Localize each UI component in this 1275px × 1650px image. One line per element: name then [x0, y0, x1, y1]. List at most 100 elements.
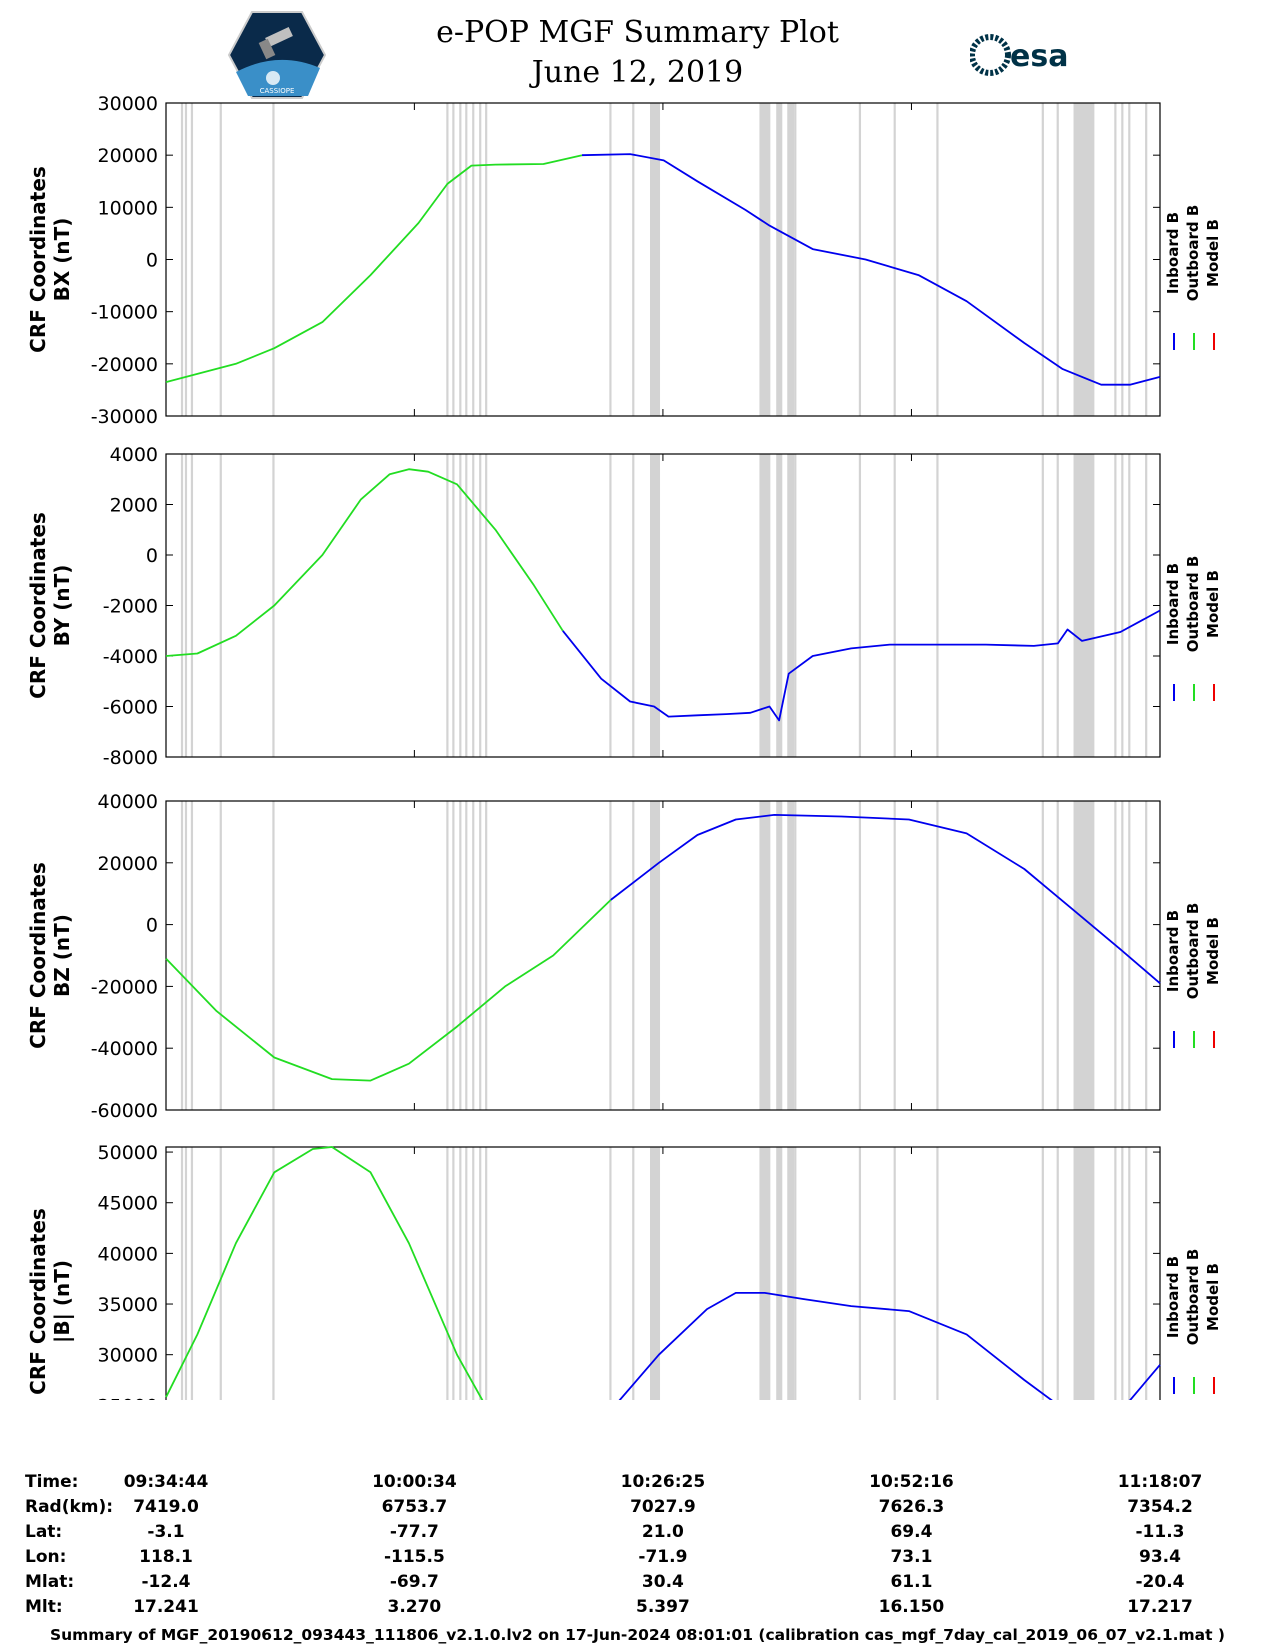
gap-band — [936, 1147, 939, 1400]
footer-row: Mlt: 17.241 3.270 5.397 16.150 17.217 — [0, 1597, 1275, 1621]
footer-row: Mlat: -12.4 -69.7 30.4 61.1 -20.4 — [0, 1572, 1275, 1596]
gap-band — [893, 103, 896, 416]
gap-band — [180, 801, 184, 1110]
gap-band — [858, 801, 862, 1110]
y-tick-label: 35000 — [98, 1294, 158, 1316]
gap-band — [936, 454, 939, 757]
footer-value: -3.1 — [147, 1522, 185, 1542]
gap-band — [650, 454, 661, 757]
footer-row: Lat: -3.1 -77.7 21.0 69.4 -11.3 — [0, 1522, 1275, 1546]
gap-band — [759, 801, 771, 1110]
gap-band — [1121, 1147, 1124, 1400]
y-tick-label: 0 — [146, 545, 158, 567]
legend-label: Outboard B — [1184, 1249, 1202, 1346]
panel-2: 4000 2000 0 -2000 -4000 -6000 -8000 CRF Coordin… — [26, 444, 1222, 769]
gap-band — [650, 103, 661, 416]
gap-band — [1114, 454, 1117, 757]
y-axis-label: BX (nT) — [50, 218, 74, 302]
y-tick-label: -6000 — [103, 697, 158, 719]
footer-value: -11.3 — [1135, 1522, 1185, 1542]
y-tick-label: 40000 — [98, 791, 158, 813]
y-tick-label: 20000 — [98, 853, 158, 875]
cassiope-logo: CASSIOPE — [228, 11, 326, 99]
y-tick-label: -4000 — [103, 646, 158, 668]
y-tick-label: -8000 — [103, 747, 158, 769]
gap-band — [472, 103, 475, 416]
gap-band — [272, 103, 275, 416]
gap-band — [787, 801, 795, 1110]
gap-band — [446, 1147, 449, 1400]
y-tick-label: 0 — [146, 915, 158, 937]
series-line-outboard-b — [165, 1146, 484, 1400]
gap-band — [485, 103, 488, 416]
axes-frame — [165, 1146, 1161, 1400]
gap-band — [609, 1147, 612, 1400]
gap-band — [1145, 103, 1148, 416]
gap-band — [1056, 1147, 1059, 1400]
footer-value: 7354.2 — [1127, 1497, 1193, 1517]
legend-label: Model B — [1204, 570, 1222, 638]
gap-band — [1073, 801, 1095, 1110]
gap-band — [632, 103, 635, 416]
gap-band — [776, 454, 783, 757]
footer-value: -77.7 — [389, 1522, 439, 1542]
gap-band — [219, 454, 222, 757]
gap-band — [632, 801, 635, 1110]
series-line-inboard-b — [562, 609, 1161, 722]
gap-band — [936, 801, 939, 1110]
gap-band — [1073, 454, 1095, 757]
gap-band — [1041, 454, 1044, 757]
gap-band — [472, 1147, 475, 1400]
y-tick-label: 30000 — [98, 93, 158, 115]
gap-band — [609, 103, 612, 416]
footer-value: 17.217 — [1127, 1597, 1193, 1617]
gap-band — [465, 801, 468, 1110]
footer-row-label: Time: — [25, 1472, 79, 1492]
footer-value: 5.397 — [636, 1597, 690, 1617]
y-tick-label: -40000 — [91, 1038, 158, 1060]
panel-4: 50000450004000035000300002500020000CRF C… — [26, 1142, 1222, 1400]
gap-band — [479, 454, 482, 757]
series-line-outboard-b — [165, 154, 583, 383]
footer-value: -115.5 — [383, 1547, 445, 1567]
footer-value: 16.150 — [878, 1597, 945, 1617]
gap-band — [190, 1147, 194, 1400]
gap-band — [1128, 1147, 1131, 1400]
gap-band — [1056, 103, 1059, 416]
footer-value: 10:52:16 — [869, 1472, 954, 1492]
footer-value: 61.1 — [890, 1572, 933, 1592]
gap-band — [452, 801, 455, 1110]
footer-value: 118.1 — [139, 1547, 193, 1567]
gap-band — [1121, 801, 1124, 1110]
gap-band — [479, 103, 482, 416]
footer-value: 10:26:25 — [620, 1472, 706, 1492]
series-line-inboard-b — [618, 1292, 1161, 1400]
gap-band — [1041, 103, 1044, 416]
axes-frame — [165, 453, 1161, 758]
footer-row: Lon: 118.1 -115.5 -71.9 73.1 93.4 — [0, 1547, 1275, 1571]
series-line-outboard-b — [165, 899, 612, 1082]
legend-label: Inboard B — [1164, 1256, 1182, 1338]
plot-date: June 12, 2019 — [531, 55, 744, 90]
gap-band — [1056, 454, 1059, 757]
gap-band — [272, 1147, 275, 1400]
legend-label: Outboard B — [1184, 556, 1202, 653]
footer-value: 09:34:44 — [123, 1472, 209, 1492]
gap-band — [1145, 454, 1148, 757]
gap-band — [465, 1147, 468, 1400]
gap-band — [190, 801, 194, 1110]
footer-row: Time: 09:34:44 10:00:34 10:26:25 10:52:16 11:… — [0, 1472, 1275, 1496]
footer-value: 73.1 — [890, 1547, 933, 1567]
gap-band — [794, 1147, 797, 1400]
y-tick-label: -2000 — [103, 596, 158, 618]
gap-band — [184, 103, 188, 416]
gap-band — [452, 103, 455, 416]
gap-band — [219, 801, 222, 1110]
footer-row: Rad(km): 7419.0 6753.7 7027.9 7626.3 7354.2 — [0, 1497, 1275, 1521]
gap-band — [472, 454, 475, 757]
gap-band — [1145, 801, 1148, 1110]
axes-frame — [165, 800, 1161, 1111]
gap-band — [787, 1147, 795, 1400]
gap-band — [650, 801, 661, 1110]
gap-band — [452, 1147, 455, 1400]
